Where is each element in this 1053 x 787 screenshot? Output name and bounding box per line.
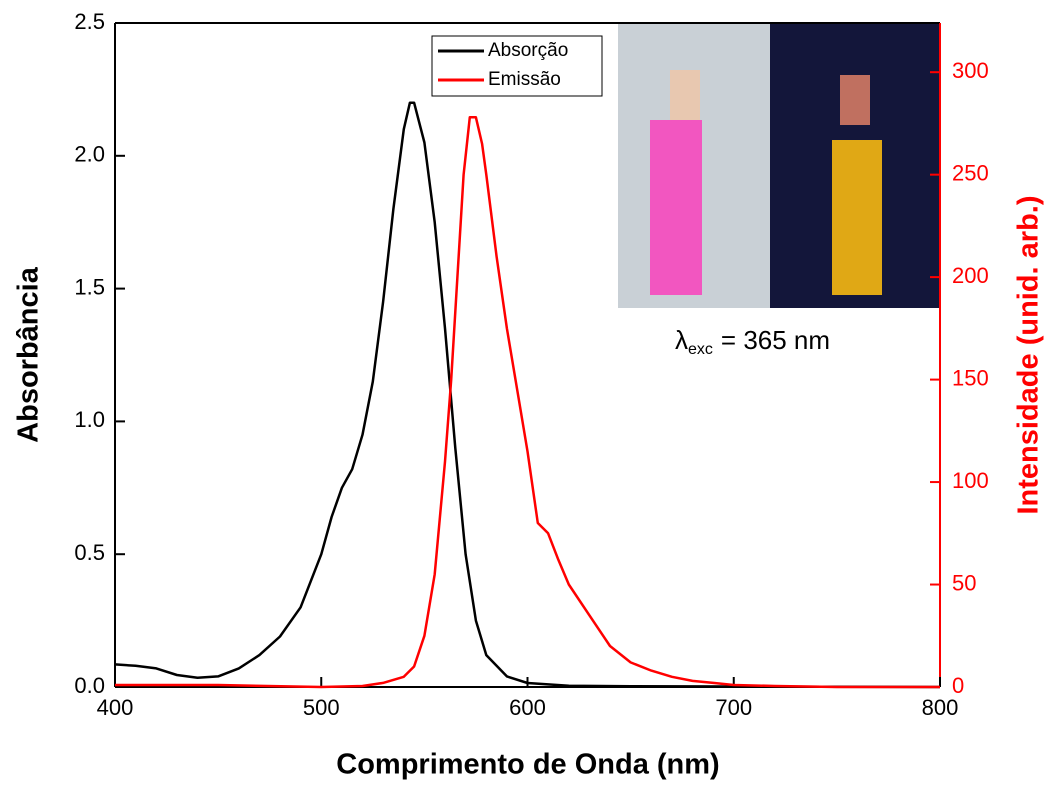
inset-photo — [618, 23, 940, 308]
cap-uv — [840, 75, 870, 125]
y-tick-label: 2.0 — [74, 142, 105, 167]
x-tick-label: 400 — [97, 695, 134, 720]
x-axis-label: Comprimento de Onda (nm) — [336, 749, 719, 781]
legend-label: Emissão — [488, 69, 561, 90]
y2-tick-label: 0 — [952, 673, 964, 698]
annotation-text: = 365 nm — [721, 325, 830, 355]
y-tick-label: 0.0 — [74, 673, 105, 698]
cap — [670, 70, 700, 120]
y-tick-label: 2.5 — [74, 9, 105, 34]
page: λexc = 365 nm Comprimento de Onda (nm) Ab… — [0, 0, 1053, 787]
annotation-subscript: exc — [688, 341, 713, 358]
y2-tick-label: 300 — [952, 58, 989, 83]
y-tick-label: 1.5 — [74, 274, 105, 299]
y2-tick-label: 100 — [952, 468, 989, 493]
y-tick-label: 1.0 — [74, 407, 105, 432]
annotation-symbol: λ — [675, 325, 688, 355]
x-tick-label: 600 — [509, 695, 546, 720]
y-tick-label: 0.5 — [74, 540, 105, 565]
y2-tick-label: 200 — [952, 263, 989, 288]
y2-axis-label: Intensidade (unid. arb.) — [1013, 195, 1045, 514]
cuvette-pink — [650, 120, 702, 295]
legend-label: Absorção — [488, 40, 568, 61]
x-tick-label: 500 — [303, 695, 340, 720]
y2-tick-label: 50 — [952, 570, 976, 595]
chart: λexc = 365 nm Comprimento de Onda (nm) Ab… — [0, 0, 1053, 787]
y-axis-label: Absorbância — [13, 266, 45, 443]
y2-tick-label: 250 — [952, 160, 989, 185]
x-tick-label: 800 — [922, 695, 959, 720]
y2-tick-label: 150 — [952, 365, 989, 390]
annotation: λexc = 365 nm — [675, 325, 830, 358]
x-tick-label: 700 — [715, 695, 752, 720]
cuvette-yellow — [832, 140, 882, 295]
